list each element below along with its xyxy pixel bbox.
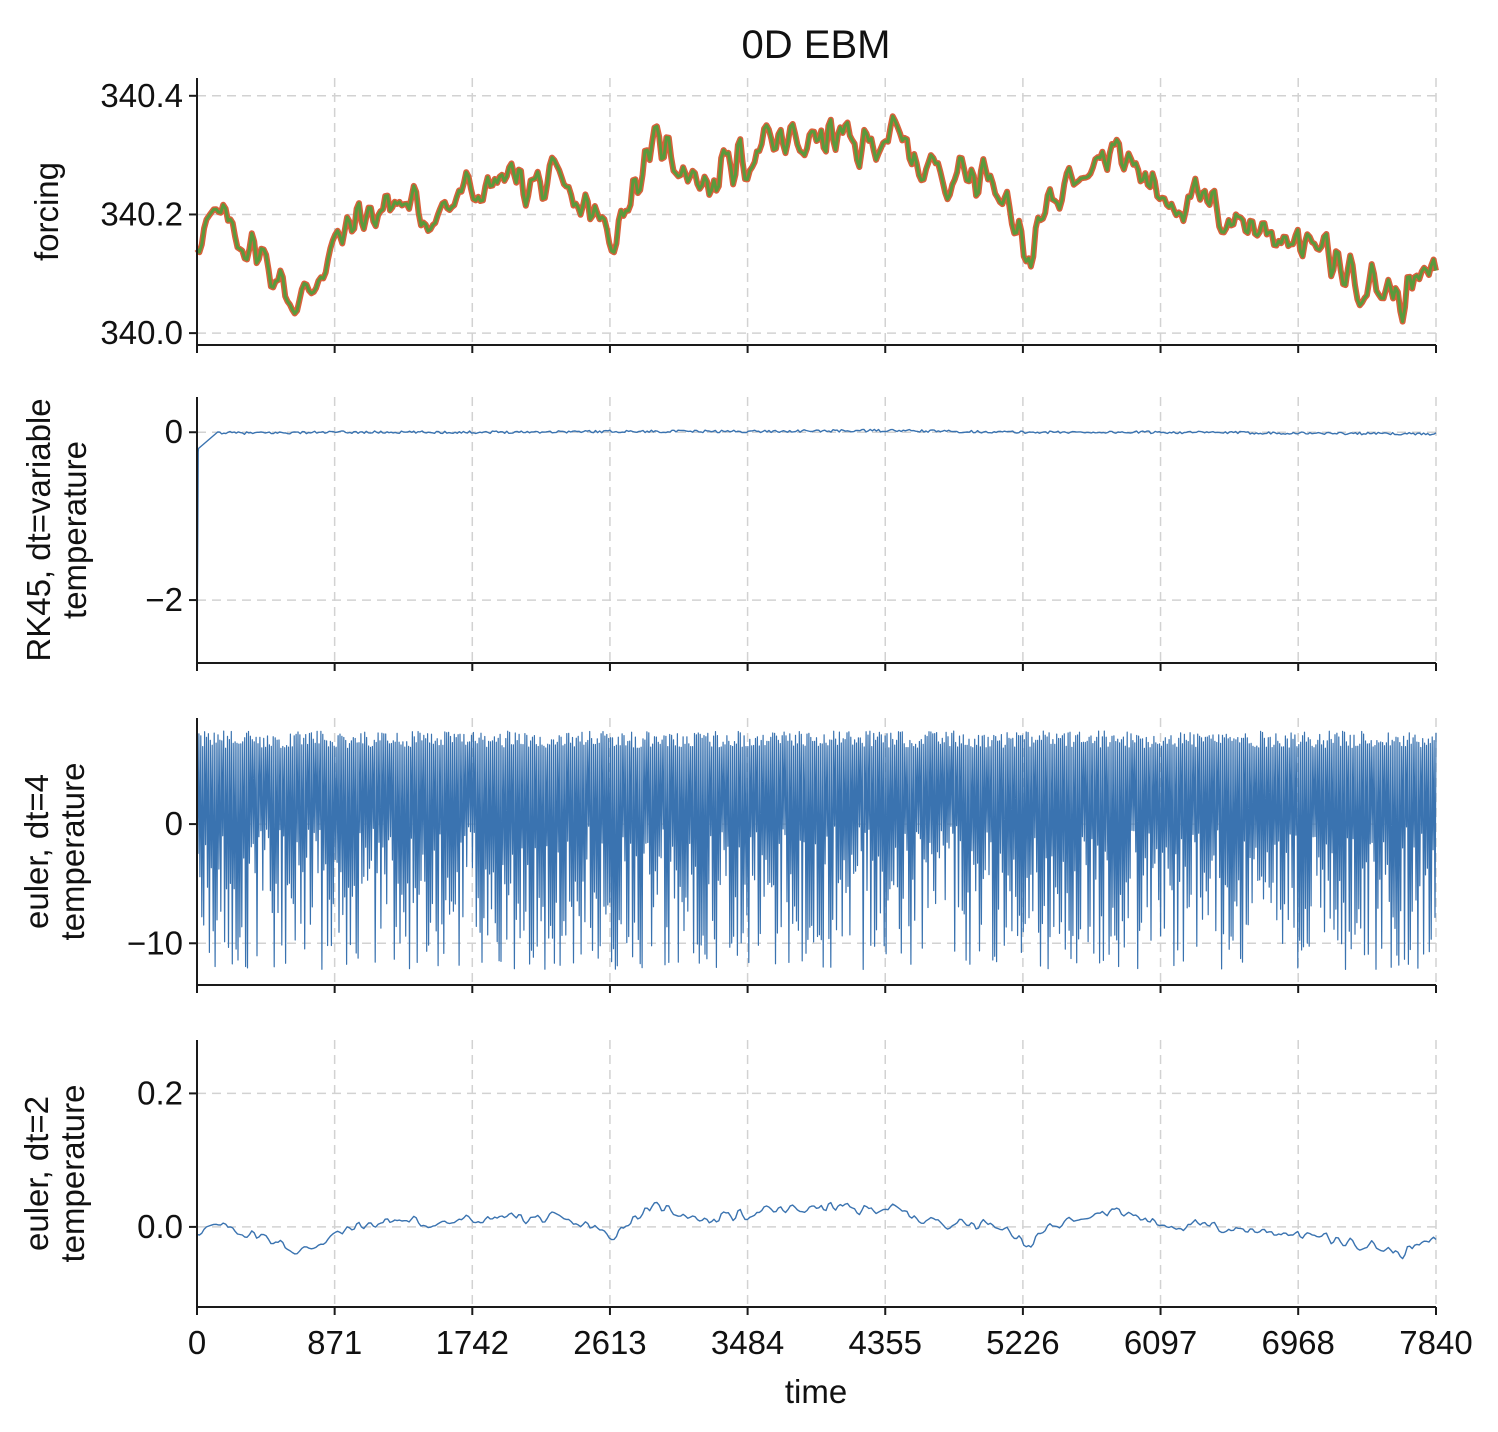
y-tick-label: 0.2 <box>137 1074 183 1111</box>
series-line-1 <box>196 730 1437 970</box>
panel-4: 0.0 0.2 0 871 1742 2613 3484 4355 5226 6097 6968 78… <box>18 1040 1473 1361</box>
x-tick-label: 2613 <box>573 1324 646 1361</box>
panel-2: −2 0 RK45, dt=variable temperature <box>20 397 1437 671</box>
x-axis-label: time <box>785 1373 847 1410</box>
series-line-1 <box>194 113 1439 325</box>
x-tick-label: 7840 <box>1399 1324 1472 1361</box>
y-axis-label: euler, dt=4 <box>18 774 55 929</box>
y-axis-label: RK45, dt=variable <box>20 398 57 661</box>
x-tick-label: 0 <box>188 1324 206 1361</box>
y-axis-label: forcing <box>28 162 65 261</box>
y-axis-label: euler, dt=2 <box>18 1096 55 1251</box>
panel-3: −10 0 euler, dt=4 temperature <box>18 718 1437 993</box>
x-tick-label: 5226 <box>986 1324 1059 1361</box>
y-tick-label: 0 <box>165 413 183 450</box>
series-line-1 <box>196 1201 1437 1260</box>
series-line-2 <box>195 114 1438 324</box>
x-tick-label: 3484 <box>711 1324 784 1361</box>
series-line-1 <box>196 428 1437 655</box>
y-axis-label: temperature <box>54 1085 91 1263</box>
x-tick-label: 6097 <box>1124 1324 1197 1361</box>
y-tick-label: 340.4 <box>100 77 183 114</box>
y-tick-label: 340.0 <box>100 314 183 351</box>
panel-1: 340.0 340.2 340.4 forcing <box>28 77 1439 353</box>
y-tick-label: −2 <box>145 581 183 618</box>
chart-title: 0D EBM <box>742 23 891 67</box>
y-tick-label: 0 <box>165 805 183 842</box>
y-tick-label: 340.2 <box>100 195 183 232</box>
y-tick-label: 0.0 <box>137 1208 183 1245</box>
x-tick-label: 6968 <box>1261 1324 1334 1361</box>
y-tick-label: −10 <box>127 924 183 961</box>
y-axis-label: temperature <box>56 441 93 619</box>
x-tick-label: 871 <box>307 1324 362 1361</box>
y-axis-label: temperature <box>54 763 91 941</box>
x-tick-label: 4355 <box>849 1324 922 1361</box>
x-tick-label: 1742 <box>436 1324 509 1361</box>
